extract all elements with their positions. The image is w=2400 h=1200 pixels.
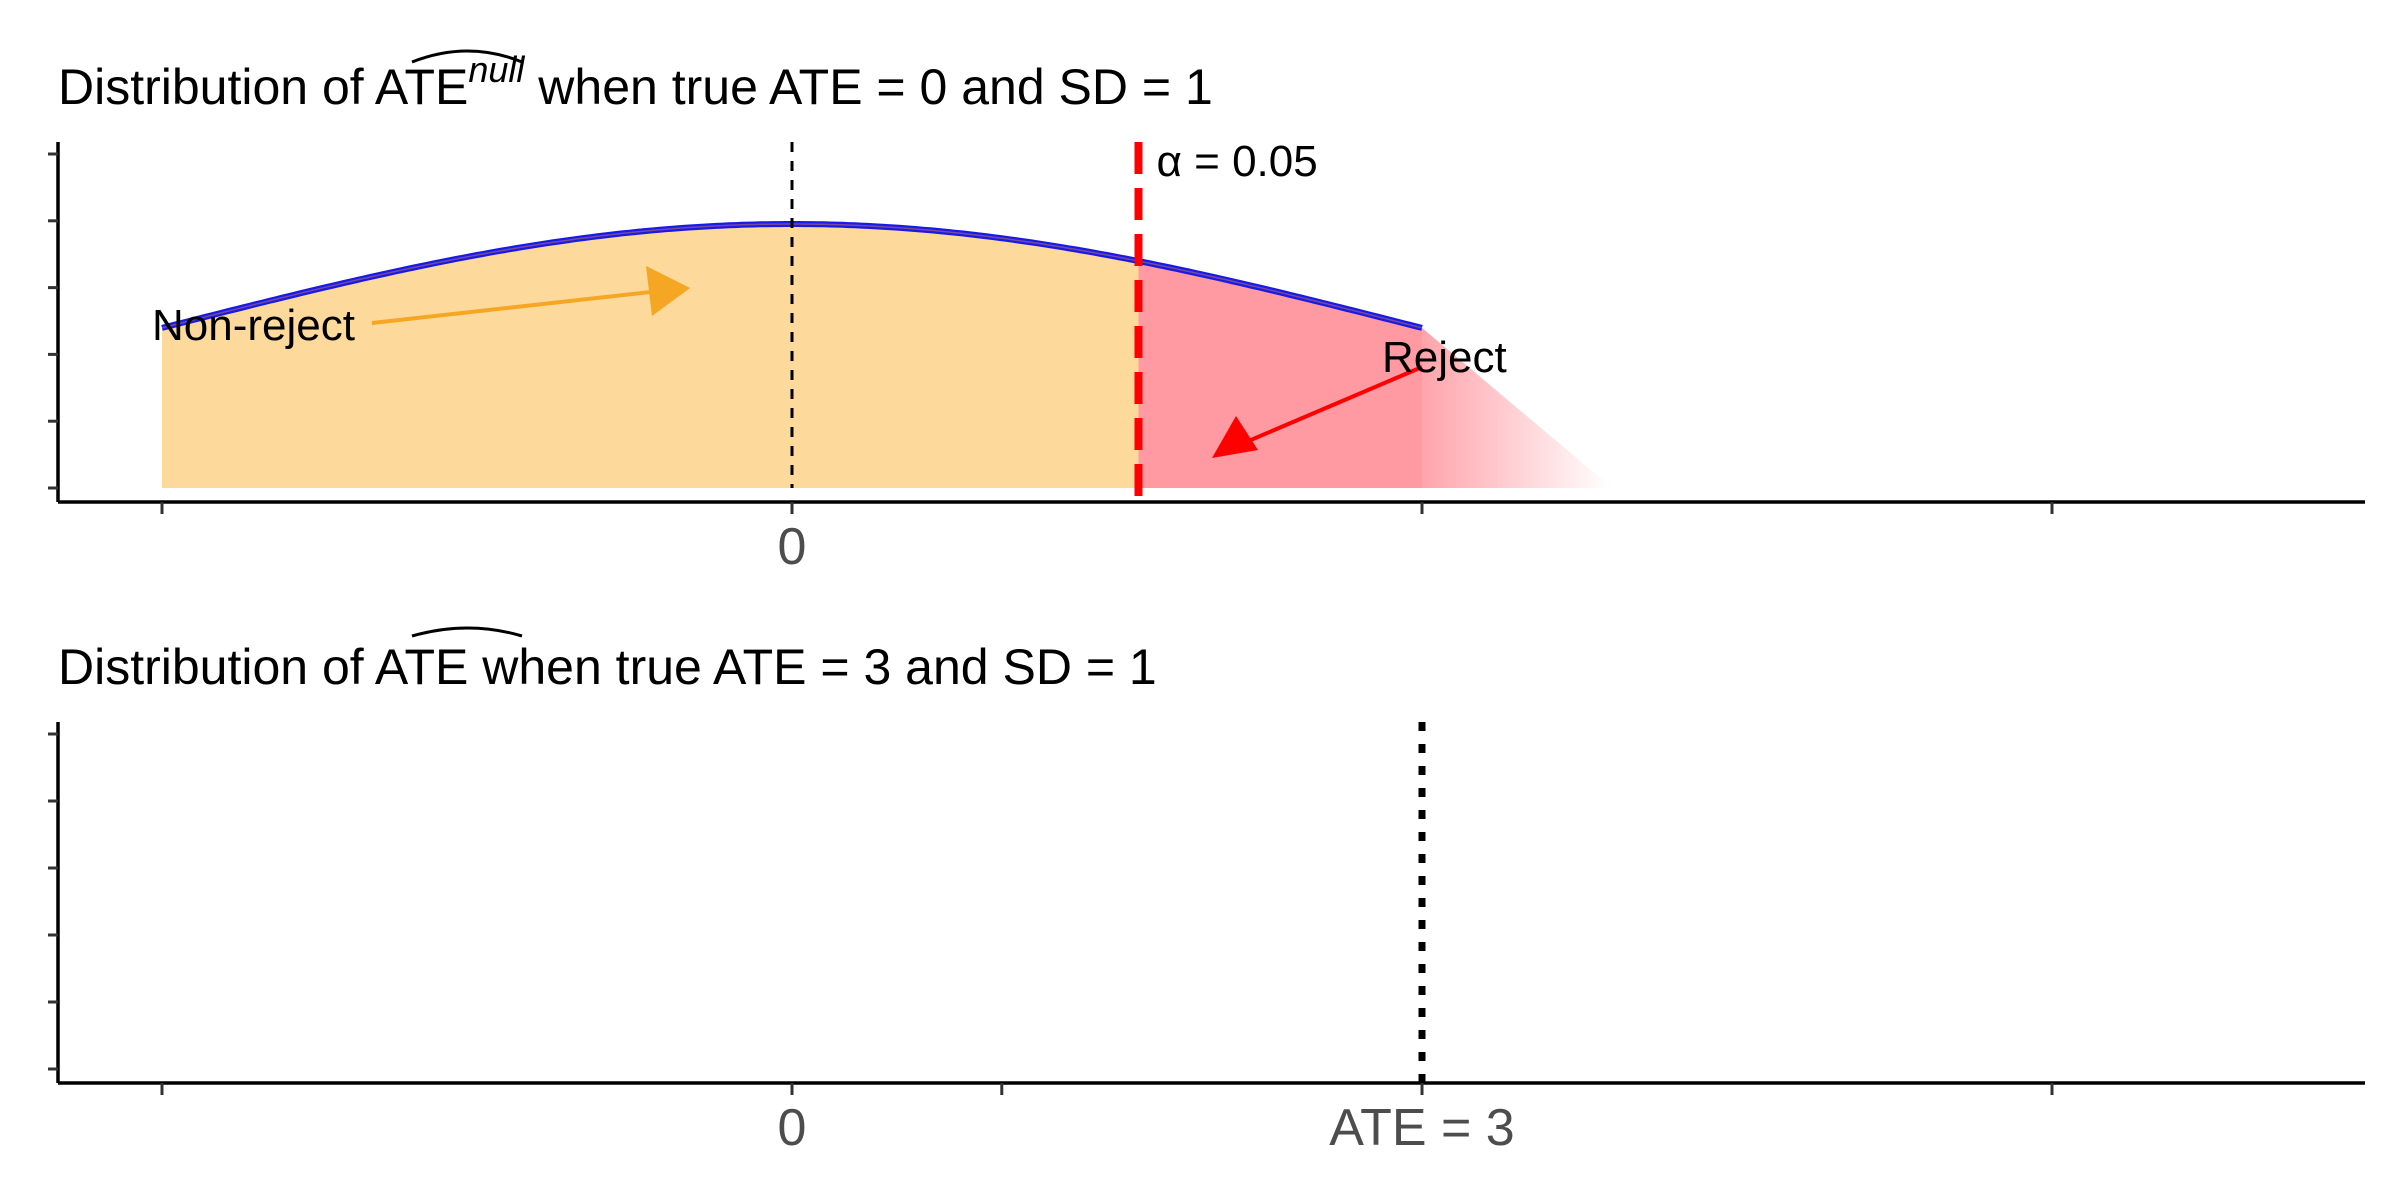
reject-arrow-head (1212, 416, 1258, 458)
panel2-title-prefix: Distribution of (58, 639, 375, 695)
panel2-title-suffix: when true ATE = 3 and SD = 1 (468, 639, 1156, 695)
panel2-x-tick-label: 0 (778, 1099, 807, 1157)
panel-alternative-distribution: Distribution of ATE when true ATE = 3 an… (48, 626, 2365, 1157)
panel2-title-hat (411, 626, 523, 638)
panel1-x-tick-label: 0 (778, 518, 807, 576)
panel2-title-symbol: ATE (375, 639, 469, 695)
panel1-axes: 0 (48, 142, 2365, 576)
panel2-axes: 0 (48, 722, 2365, 1157)
panel1-title-prefix: Distribution of (58, 59, 375, 115)
panel1-title-superscript: null (468, 49, 525, 90)
non-reject-region (162, 224, 1139, 488)
non-reject-arrow (371, 289, 661, 325)
reject-arrow (1231, 365, 1423, 450)
panel1-title: Distribution of ATEnull when true ATE = … (58, 49, 1213, 115)
alpha-label: α = 0.05 (1157, 137, 1318, 186)
panel1-title-suffix: when true ATE = 0 and SD = 1 (524, 59, 1212, 115)
non-reject-arrow-head (646, 266, 690, 316)
panel-null-distribution: Distribution of ATEnull when true ATE = … (48, 49, 2365, 576)
non-reject-label: Non-reject (152, 301, 355, 350)
reject-region (1138, 261, 1422, 488)
panel1-title-symbol: ATE (375, 59, 469, 115)
reject-region-tail (1422, 327, 1611, 488)
reject-label: Reject (1382, 333, 1507, 382)
panel1-title-hat (411, 49, 523, 64)
panel2-title: Distribution of ATE when true ATE = 3 an… (58, 639, 1157, 695)
ate-reference-label: ATE = 3 (1329, 1099, 1514, 1157)
